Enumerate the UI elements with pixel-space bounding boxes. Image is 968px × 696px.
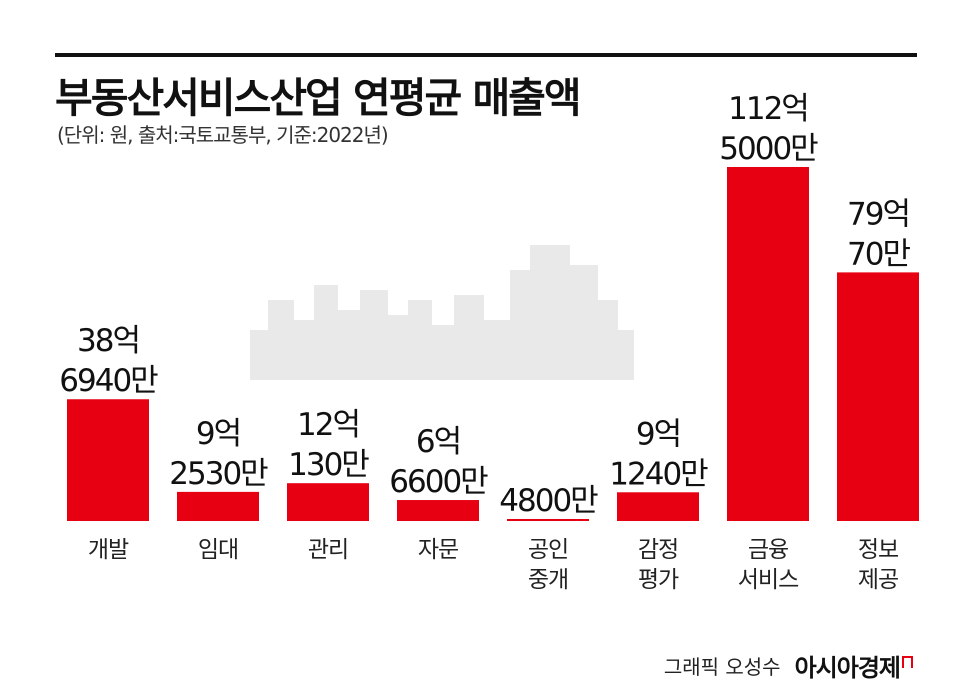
value-label: 12억 [297,407,359,443]
chart-title: 부동산서비스산업 연평균 매출액 [55,74,582,122]
bar [727,167,809,521]
skyline-building [250,330,268,380]
bar [397,500,479,521]
bar [837,272,919,521]
skyline-building [530,245,570,380]
value-label: 6940만 [59,363,158,399]
category-label: 임대 [198,537,238,563]
skyline-building [360,290,388,380]
category-label: 정보 [858,537,898,563]
publisher-logo: 아시아경제 [795,648,913,683]
value-label: 4800만 [499,483,598,519]
skyline-building [314,285,338,380]
value-label: 6600만 [389,464,488,500]
skyline-building [294,320,314,380]
skyline-building [408,300,432,380]
value-label: 5000만 [719,131,818,167]
category-label: 평가 [638,567,679,593]
value-label: 9억 [196,416,240,452]
category-label: 중개 [528,567,568,593]
category-label: 공인 [528,537,568,563]
bar [507,519,589,521]
category-label: 서비스 [738,567,798,593]
value-label: 1240만 [609,456,708,492]
skyline-building [432,325,454,380]
bar [617,492,699,521]
logo-mark [902,656,913,668]
value-label: 79억 [847,196,909,232]
category-label: 감정 [638,537,678,563]
skyline-building [268,300,294,380]
skyline-building [338,310,360,380]
skyline-building [388,315,408,380]
skyline-building [484,320,510,380]
city-skyline-illustration [250,245,634,380]
skyline-building [510,270,530,380]
bar [287,483,369,521]
value-label: 9억 [636,416,680,452]
category-label: 제공 [858,567,898,593]
chart-subtitle: (단위: 원, 출처:국토교통부, 기준:2022년) [57,123,389,147]
skyline-building [618,330,634,380]
value-label: 6억 [416,424,460,460]
top-rule [55,53,917,57]
value-label: 112억 [728,91,808,127]
value-label: 70만 [847,236,910,272]
skyline-building [598,300,618,380]
bar [67,399,149,521]
value-label: 2530만 [169,456,268,492]
category-label: 개발 [88,537,129,563]
graphic-credit: 그래픽 오성수 [663,655,781,679]
value-label: 130만 [288,447,369,483]
category-label: 금융 [748,537,788,563]
category-label: 관리 [308,537,348,563]
publisher-name: 아시아경제 [794,654,901,682]
category-label: 자문 [418,537,458,563]
skyline-building [454,295,484,380]
value-label: 38억 [77,323,139,359]
skyline-building [570,265,598,380]
bar [177,491,259,521]
credit-line: 그래픽 오성수 아시아경제 [664,648,913,683]
